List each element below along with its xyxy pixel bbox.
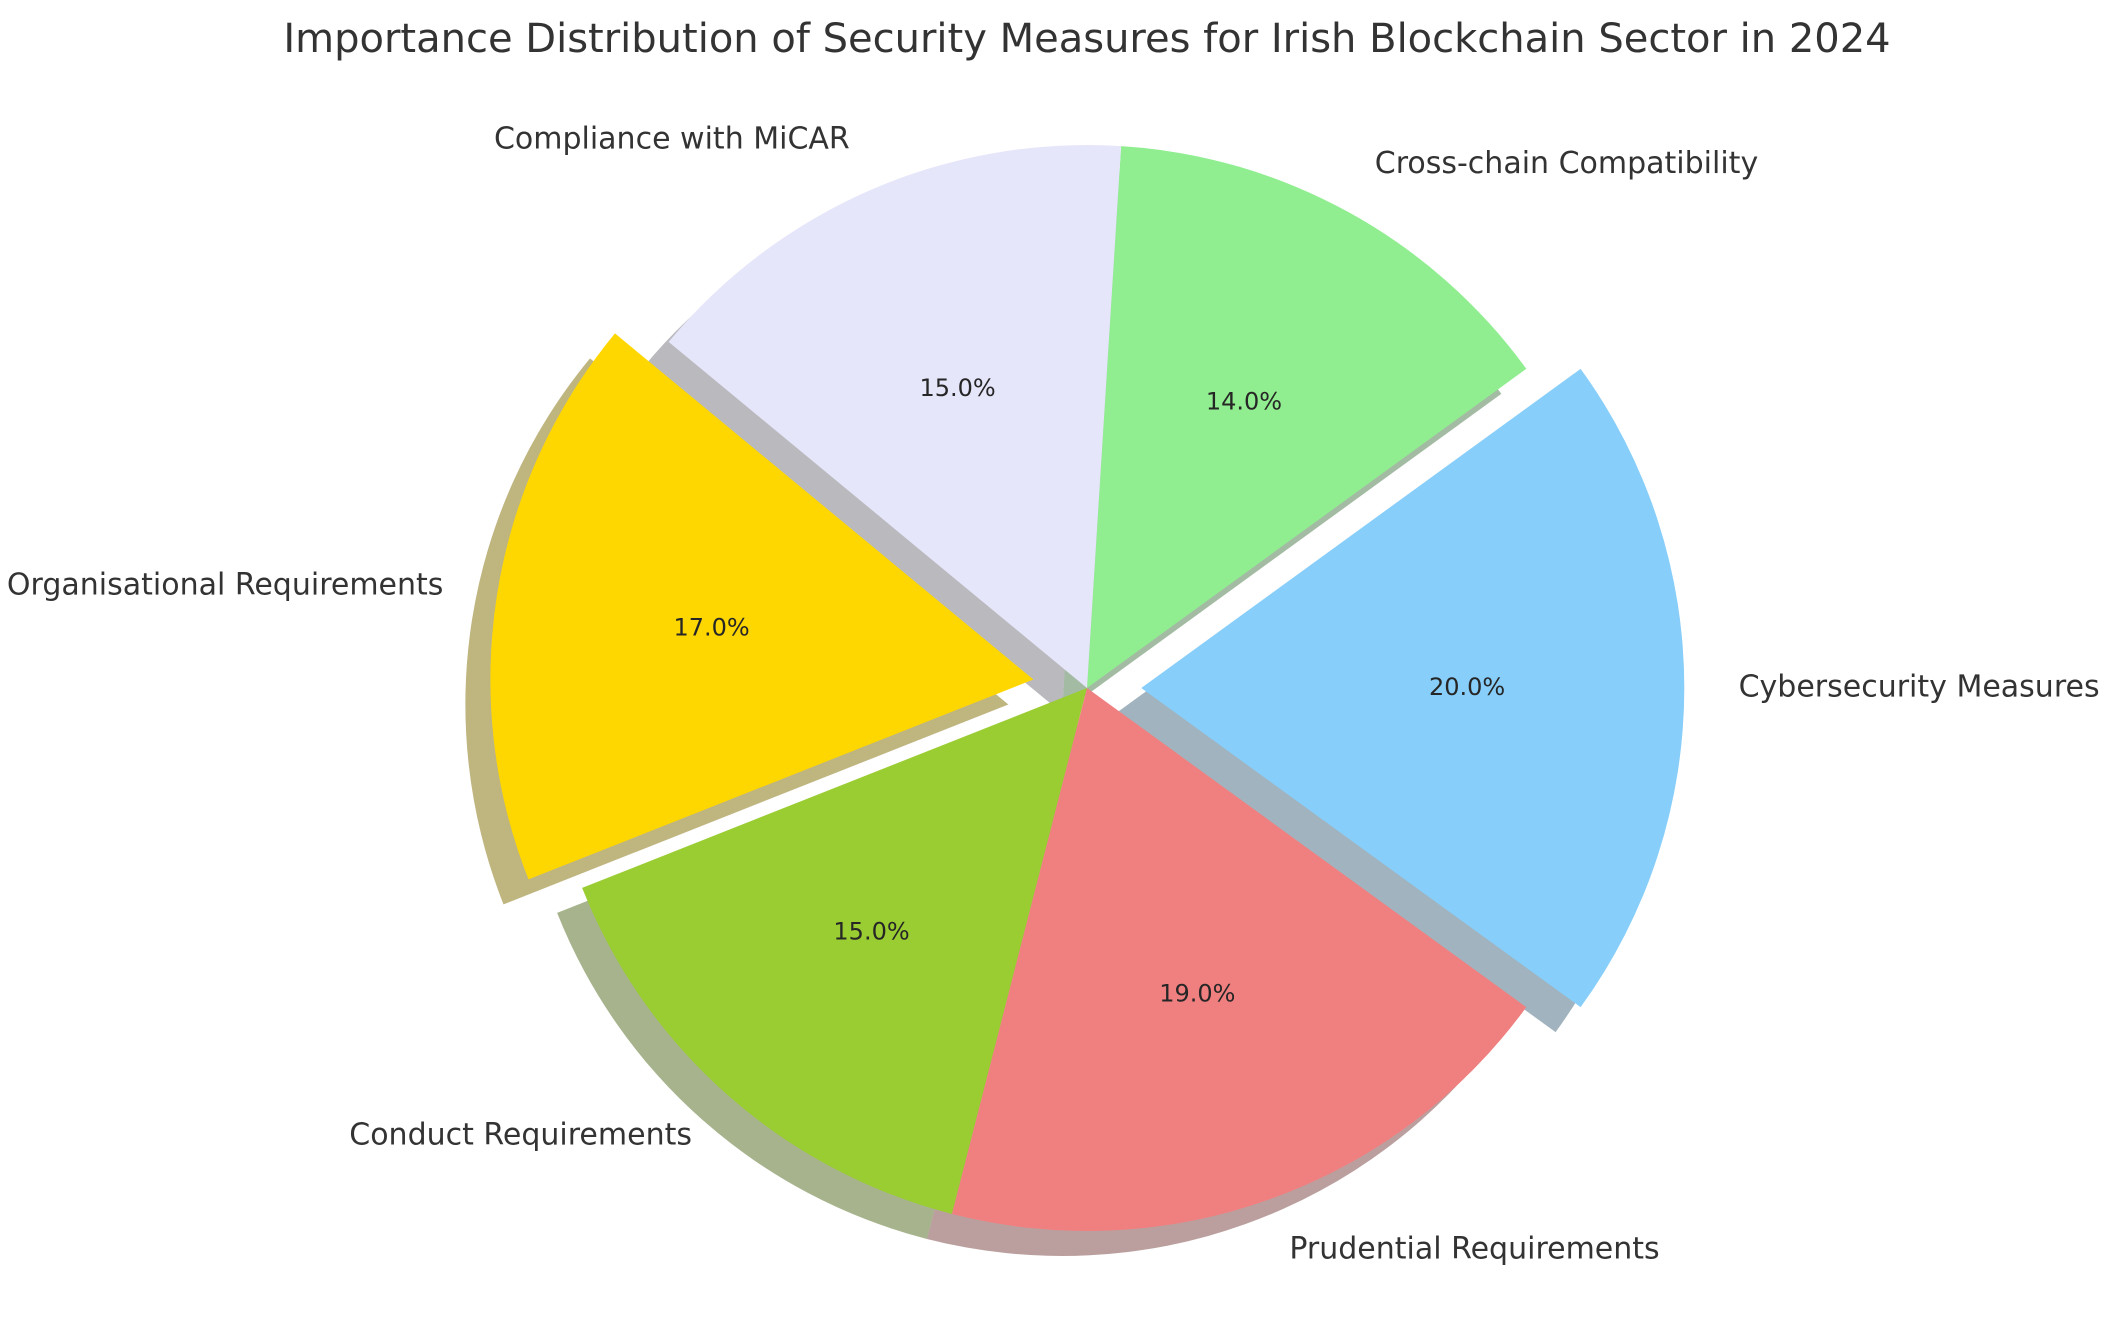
slice-conduct-requirements: [582, 688, 1087, 1214]
slice-value-compliance-with-micar: 15.0%: [919, 374, 995, 402]
slice-cybersecurity-measures: [1141, 368, 1685, 1008]
slice-value-organisational-requirements: 17.0%: [673, 614, 749, 642]
slice-value-cross-chain-compatibility: 14.0%: [1206, 387, 1282, 415]
slice-label-organisational-requirements: Organisational Requirements: [7, 568, 444, 603]
pie-labels: Cybersecurity Measures 20.0% Cross-chain C…: [7, 121, 2100, 1266]
slice-prudential-requirements: [951, 688, 1527, 1232]
pie-slices: [490, 145, 1685, 1232]
slice-value-conduct-requirements: 15.0%: [833, 917, 909, 945]
slice-compliance-with-micar: [668, 145, 1122, 688]
slice-value-cybersecurity-measures: 20.0%: [1429, 673, 1505, 701]
slice-label-cross-chain-compatibility: Cross-chain Compatibility: [1375, 146, 1758, 181]
slice-label-prudential-requirements: Prudential Requirements: [1289, 1231, 1659, 1266]
chart-title: Importance Distribution of Security Meas…: [283, 16, 1890, 62]
slice-value-prudential-requirements: 19.0%: [1159, 980, 1235, 1008]
slice-cross-chain-compatibility: [1087, 146, 1527, 689]
slice-label-cybersecurity-measures: Cybersecurity Measures: [1739, 670, 2100, 705]
slice-label-compliance-with-micar: Compliance with MiCAR: [494, 121, 850, 156]
slice-label-conduct-requirements: Conduct Requirements: [349, 1118, 692, 1153]
slice-organisational-requirements: [490, 333, 1034, 880]
